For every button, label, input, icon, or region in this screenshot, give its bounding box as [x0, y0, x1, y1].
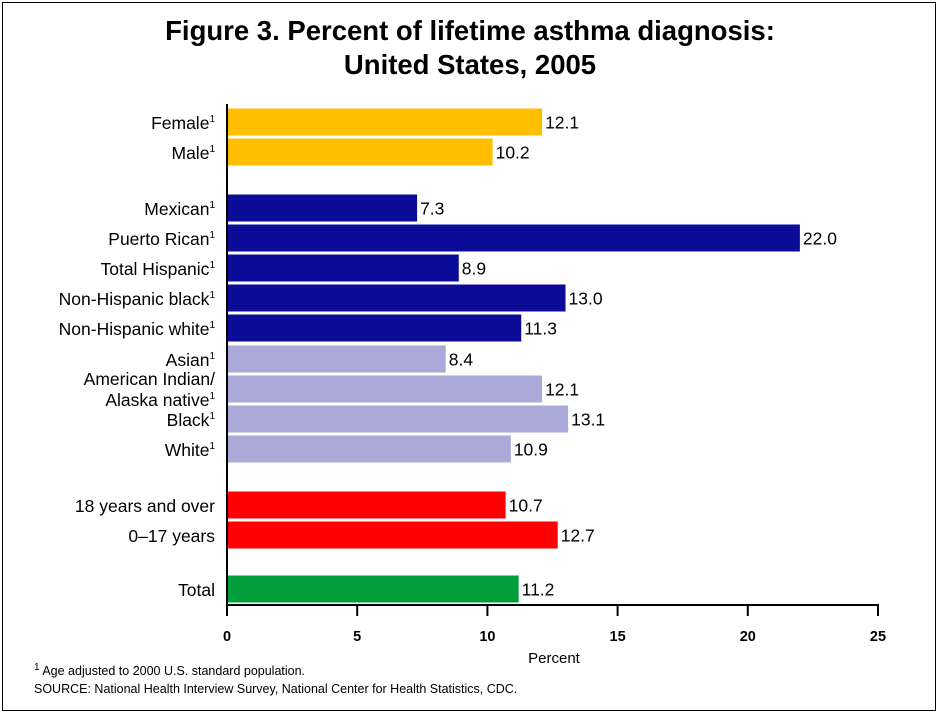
value-label-4: 8.9: [462, 259, 486, 279]
bar-2: [228, 194, 418, 222]
value-label-6: 11.3: [524, 319, 557, 339]
x-tick-label-1: 5: [353, 629, 361, 645]
bar-5: [228, 284, 566, 312]
chart-title-line-1: Figure 3. Percent of lifetime asthma dia…: [165, 15, 775, 46]
footnote-mark: 1: [34, 662, 40, 673]
x-axis-title: Percent: [528, 650, 581, 667]
bar-3: [228, 224, 800, 252]
bar-1: [228, 138, 493, 166]
category-label-5: Non-Hispanic black1: [59, 289, 216, 309]
chart-title-line-2: United States, 2005: [343, 49, 597, 80]
category-label-13: Total: [178, 580, 215, 600]
footnote: 1 Age adjusted to 2000 U.S. standard pop…: [34, 662, 305, 678]
bar-12: [228, 521, 558, 549]
category-label-8-line-0: American Indian/: [84, 369, 215, 389]
chart-title: Figure 3. Percent of lifetime asthma dia…: [0, 14, 940, 82]
category-label-9: Black1: [167, 410, 216, 430]
value-label-13: 11.2: [522, 580, 555, 600]
source-note: SOURCE: National Health Interview Survey…: [34, 682, 518, 696]
x-tick-label-0: 0: [223, 629, 231, 645]
bar-7: [228, 345, 446, 373]
bar-13: [228, 575, 519, 603]
value-label-3: 22.0: [803, 229, 837, 249]
category-label-4: Total Hispanic1: [100, 259, 215, 279]
footnote-text: Age adjusted to 2000 U.S. standard popul…: [39, 664, 306, 678]
bar-10: [228, 435, 511, 463]
value-label-0: 12.1: [545, 113, 579, 133]
category-label-6: Non-Hispanic white1: [59, 319, 216, 339]
value-label-2: 7.3: [420, 199, 444, 219]
value-label-12: 12.7: [561, 526, 595, 546]
category-label-12: 0–17 years: [128, 526, 215, 546]
category-label-2: Mexican1: [144, 199, 215, 219]
bar-11: [228, 491, 506, 519]
x-tick-label-3: 15: [610, 629, 626, 645]
x-tick-label-5: 25: [870, 629, 886, 645]
category-label-11: 18 years and over: [75, 496, 215, 516]
bar-8: [228, 375, 543, 403]
x-tick-label-4: 20: [740, 629, 756, 645]
value-label-5: 13.0: [569, 289, 603, 309]
value-label-11: 10.7: [509, 496, 543, 516]
value-label-8: 12.1: [545, 380, 579, 400]
bar-6: [228, 314, 522, 342]
x-tick-label-2: 10: [479, 629, 495, 645]
value-label-9: 13.1: [571, 410, 605, 430]
category-label-1: Male1: [172, 143, 216, 163]
category-label-0: Female1: [151, 113, 215, 133]
value-label-1: 10.2: [496, 143, 530, 163]
bar-0: [228, 108, 543, 136]
value-label-7: 8.4: [449, 350, 474, 370]
category-label-3: Puerto Rican1: [108, 229, 215, 249]
category-label-8-line-1: Alaska native1: [105, 390, 215, 410]
category-label-10: White1: [165, 440, 216, 460]
category-label-7: Asian1: [166, 350, 216, 370]
value-label-10: 10.9: [514, 440, 548, 460]
bar-4: [228, 254, 459, 282]
bar-9: [228, 405, 569, 433]
